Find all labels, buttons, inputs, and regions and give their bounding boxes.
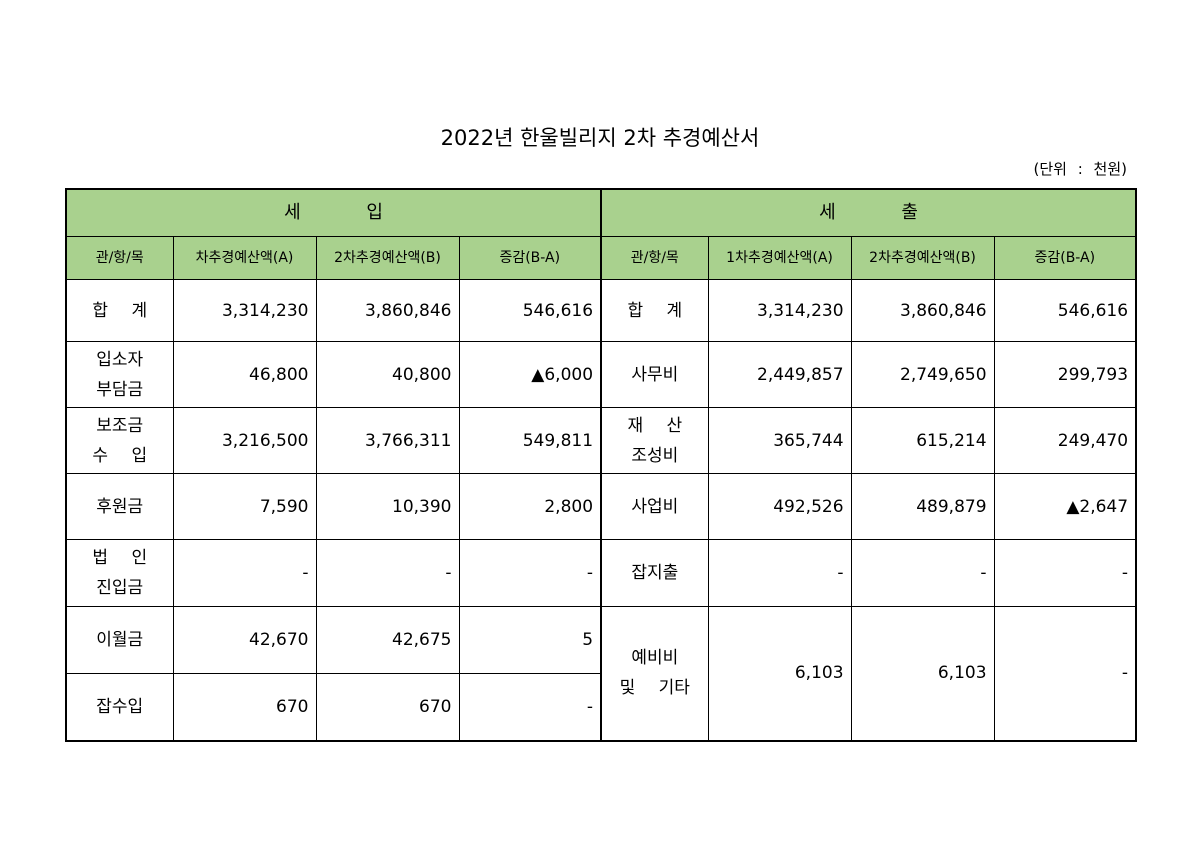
cell: 3,314,230 bbox=[172, 279, 317, 342]
row-label: 잡지출 bbox=[600, 539, 709, 607]
row-label: 입소자 부담금 bbox=[65, 341, 174, 408]
cell: 3,216,500 bbox=[172, 407, 317, 474]
data-row: 보조금 수 입 3,216,500 3,766,311 549,811 재 산 조성비 3… bbox=[65, 407, 1137, 474]
cell: 249,470 bbox=[993, 407, 1137, 474]
cell: - bbox=[315, 539, 460, 607]
row-label: 후원금 bbox=[65, 473, 174, 540]
cell: 492,526 bbox=[707, 473, 852, 540]
cell: 6,103 bbox=[850, 606, 995, 741]
row-label: 합 계 bbox=[600, 279, 709, 342]
row-label: 잡수입 bbox=[65, 673, 174, 741]
row-label: 재 산 조성비 bbox=[600, 407, 709, 474]
cell: ▲2,647 bbox=[993, 473, 1137, 540]
cell: 6,103 bbox=[707, 606, 852, 741]
cell: 2,800 bbox=[458, 473, 602, 540]
cell: - bbox=[993, 606, 1137, 741]
column-header: 증감(B-A) bbox=[993, 236, 1137, 280]
cell: ▲6,000 bbox=[458, 341, 602, 408]
row-label: 이월금 bbox=[65, 606, 174, 674]
cell: 7,590 bbox=[172, 473, 317, 540]
data-row: 법 인 진입금 - - - 잡지출 - - - bbox=[65, 539, 1137, 607]
column-header: 관/항/목 bbox=[65, 236, 174, 280]
cell: - bbox=[458, 539, 602, 607]
cell: 670 bbox=[315, 673, 460, 741]
cell: 40,800 bbox=[315, 341, 460, 408]
cell: 42,670 bbox=[172, 606, 317, 674]
group-header: 세 출 bbox=[600, 188, 1137, 237]
row-label: 합 계 bbox=[65, 279, 174, 342]
cell: 365,744 bbox=[707, 407, 852, 474]
cell: 615,214 bbox=[850, 407, 995, 474]
column-header: 증감(B-A) bbox=[458, 236, 602, 280]
cell: 10,390 bbox=[315, 473, 460, 540]
row-label: 보조금 수 입 bbox=[65, 407, 174, 474]
row-label: 사업비 bbox=[600, 473, 709, 540]
column-header: 2차추경예산액(B) bbox=[850, 236, 995, 280]
cell: - bbox=[850, 539, 995, 607]
title: 2022년 한울빌리지 2차 추경예산서 bbox=[440, 126, 760, 150]
cell: 5 bbox=[458, 606, 602, 674]
data-row: 이월금 42,670 42,675 5 예비비 및 기타 6,103 6,103- bbox=[65, 606, 1137, 741]
row-label: 예비비 및 기타 bbox=[600, 606, 709, 741]
cell: 299,793 bbox=[993, 341, 1137, 408]
column-row: 관/항/목 차추경예산액(A) 2차추경예산액(B) 증감(B-A) 관/항/목 1차추경… bbox=[65, 236, 1137, 280]
data-row: 후원금 7,590 10,390 2,800 사업비 492,526 489,879 ▲2,6… bbox=[65, 473, 1137, 540]
column-header: 차추경예산액(A) bbox=[172, 236, 317, 280]
cell: 3,860,846 bbox=[315, 279, 460, 342]
column-header: 2차추경예산액(B) bbox=[315, 236, 460, 280]
row-label: 사무비 bbox=[600, 341, 709, 408]
row-label: 법 인 진입금 bbox=[65, 539, 174, 607]
cell: 46,800 bbox=[172, 341, 317, 408]
cell: - bbox=[172, 539, 317, 607]
cell: 2,749,650 bbox=[850, 341, 995, 408]
cell: 670 bbox=[172, 673, 317, 741]
cell: 3,314,230 bbox=[707, 279, 852, 342]
unit: (단위 : 천원) bbox=[1033, 160, 1128, 178]
cell: - bbox=[458, 673, 602, 741]
cell: 2,449,857 bbox=[707, 341, 852, 408]
cell: 42,675 bbox=[315, 606, 460, 674]
data-row: 잡수입 670 670- bbox=[65, 673, 1136, 741]
column-header: 1차추경예산액(A) bbox=[707, 236, 852, 280]
cell: 546,616 bbox=[993, 279, 1137, 342]
cell: - bbox=[993, 539, 1137, 607]
cell: - bbox=[707, 539, 852, 607]
cell: 3,766,311 bbox=[315, 407, 460, 474]
group-header: 세 입 bbox=[65, 188, 602, 237]
data-row: 합 계 3,314,230 3,860,846 546,616 합 계 3,314,230… bbox=[65, 279, 1137, 342]
cell: 489,879 bbox=[850, 473, 995, 540]
data-row: 입소자 부담금 46,800 40,800 ▲6,000 사무비 2,449,857 2,7… bbox=[65, 341, 1137, 408]
cell: 546,616 bbox=[458, 279, 602, 342]
column-header: 관/항/목 bbox=[600, 236, 709, 280]
cell: 3,860,846 bbox=[850, 279, 995, 342]
cell: 549,811 bbox=[458, 407, 602, 474]
